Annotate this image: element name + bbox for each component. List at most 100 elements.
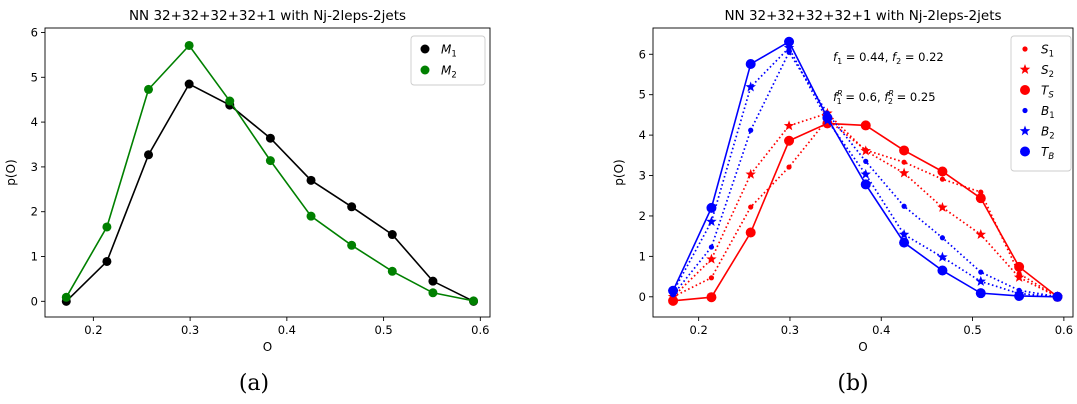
y-tick-label: 5 [31, 70, 38, 84]
caption-b: (b) [837, 371, 868, 396]
data-point [347, 240, 357, 250]
data-point [469, 296, 479, 306]
data-point [708, 244, 715, 250]
y-tick-label: 2 [639, 209, 646, 223]
y-tick-label: 1 [31, 250, 38, 264]
data-point [1014, 290, 1025, 301]
data-point [668, 295, 679, 306]
data-point [860, 120, 871, 131]
data-point [937, 166, 948, 177]
y-tick-label: 6 [639, 47, 646, 61]
data-point [939, 235, 946, 241]
series-line [672, 40, 1058, 298]
data-point [898, 229, 910, 239]
y-tick-label: 0 [31, 294, 38, 308]
data-point [1052, 291, 1063, 302]
y-tick-label: 4 [639, 128, 646, 142]
data-point [901, 159, 907, 165]
y-tick-label: 1 [639, 249, 646, 263]
data-point [102, 256, 112, 266]
x-tick-label: 0.5 [374, 323, 392, 337]
x-tick-label: 0.3 [181, 323, 199, 337]
data-point [748, 204, 754, 210]
annotation-f: f1 = 0.44, f2 = 0.22 [833, 50, 944, 66]
legend-marker [1022, 46, 1028, 52]
data-point [939, 176, 946, 182]
data-point [144, 150, 154, 160]
x-axis-label: O [263, 340, 272, 354]
x-tick-label: 0.4 [872, 323, 890, 337]
legend-marker [420, 65, 430, 75]
data-point [1013, 271, 1025, 282]
legend-marker [1020, 146, 1030, 157]
legend-marker [1022, 107, 1028, 114]
data-point [61, 292, 71, 302]
series-line [672, 118, 1058, 298]
data-point [706, 292, 717, 303]
y-tick-label: 5 [639, 88, 646, 102]
data-point [783, 42, 795, 53]
data-point [306, 211, 316, 221]
y-tick-label: 4 [31, 115, 38, 129]
data-point [899, 237, 910, 248]
data-point [265, 156, 275, 166]
legend-marker [1019, 64, 1031, 74]
series-M1 [61, 79, 479, 306]
x-tick-label: 0.3 [781, 323, 799, 337]
y-axis-label: p(O) [612, 159, 626, 185]
data-point [784, 36, 795, 47]
y-tick-label: 6 [31, 25, 38, 39]
data-point [978, 269, 984, 275]
chart-title: NN 32+32+32+32+1 with Nj-2leps-2jets [724, 8, 1001, 24]
data-point [937, 265, 948, 276]
data-point [975, 288, 986, 299]
data-point [387, 230, 397, 240]
data-point [786, 164, 792, 170]
data-point [860, 179, 871, 190]
data-point [708, 275, 715, 281]
x-tick-label: 0.5 [963, 323, 981, 337]
data-point [745, 58, 756, 69]
series-line [672, 46, 1058, 298]
series-B2 [667, 42, 1063, 302]
data-point [975, 193, 986, 204]
data-point [144, 84, 154, 94]
data-point [899, 145, 910, 156]
legend-marker [1019, 125, 1031, 136]
data-point [225, 96, 235, 106]
data-point [975, 275, 987, 286]
y-tick-label: 0 [639, 290, 646, 304]
data-point [784, 135, 795, 146]
data-point [748, 127, 754, 133]
series-TB [668, 36, 1063, 302]
chart-panel-b: NN 32+32+32+32+1 with Nj-2leps-2jets 0.2 0… [612, 8, 1074, 354]
data-point [901, 203, 907, 209]
legend-marker [420, 44, 430, 54]
data-point [937, 251, 948, 262]
series-TS [668, 118, 1063, 306]
chart-title: NN 32+32+32+32+1 with Nj-2leps-2jets [129, 8, 406, 24]
data-point [347, 202, 357, 212]
data-point [184, 79, 194, 89]
data-point [860, 145, 871, 156]
x-tick-label: 0.6 [1055, 323, 1073, 337]
data-point [387, 266, 397, 276]
data-point [1014, 261, 1025, 272]
axes-frame [652, 27, 1074, 318]
axes-frame [44, 27, 491, 318]
y-tick-label: 3 [639, 169, 646, 183]
y-tick-label: 3 [31, 160, 38, 174]
data-point [428, 276, 438, 286]
annotation-fr: fR 1 = 0.6, fR 2 = 0.25 [833, 89, 936, 106]
data-point [265, 133, 275, 143]
data-point [822, 112, 833, 123]
series-line [672, 50, 1058, 298]
legend-frame [410, 35, 486, 86]
x-tick-label: 0.2 [690, 323, 708, 337]
data-point [668, 285, 679, 296]
y-axis-label: p(O) [4, 159, 18, 185]
data-point [745, 227, 756, 238]
